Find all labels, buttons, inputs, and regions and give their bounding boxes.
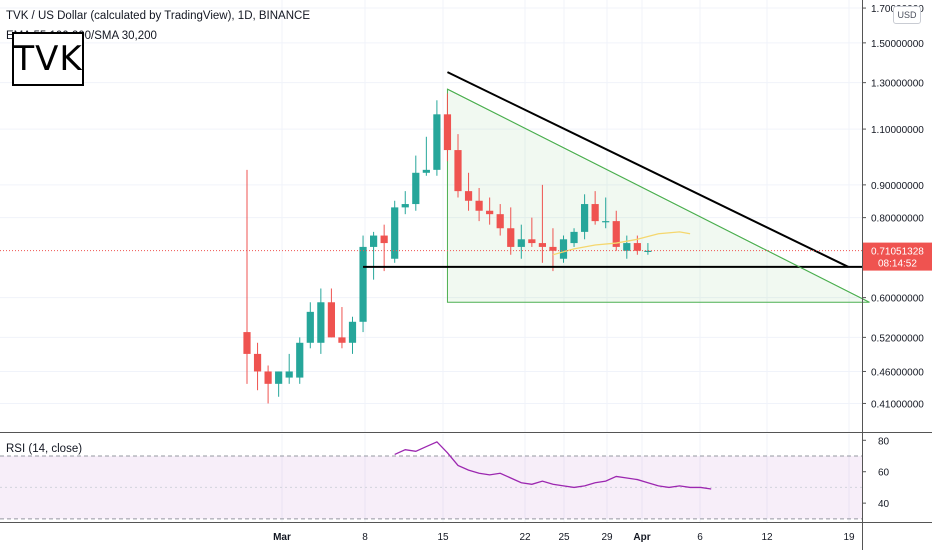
descending-trendline <box>447 71 849 268</box>
grid <box>0 0 862 522</box>
rsi-label[interactable]: RSI (14, close) <box>6 443 83 455</box>
candle-up <box>359 246 367 322</box>
price-tick-label: 0.60000000 <box>871 294 924 305</box>
candle-up <box>570 231 578 244</box>
candle-up <box>370 235 378 247</box>
candle-down <box>443 114 452 151</box>
price-tick-label: 0.52000000 <box>871 333 924 344</box>
candle-down <box>486 210 494 215</box>
chart-title: TVK / US Dollar (calculated by TradingVi… <box>6 10 311 22</box>
ema-overlay <box>552 231 691 256</box>
candle-down <box>264 371 272 384</box>
candle-up <box>317 302 325 343</box>
price-tick-label: 1.10000000 <box>871 125 924 136</box>
candle-up <box>401 204 409 208</box>
candle-down <box>327 302 335 338</box>
candle-up <box>275 371 283 384</box>
candle-down <box>243 332 251 354</box>
time-tick-label: 15 <box>437 532 449 543</box>
time-tick-label: 6 <box>697 532 703 543</box>
time-tick-label: 22 <box>519 532 531 543</box>
candle-up <box>412 172 420 205</box>
candle-up <box>348 321 357 343</box>
candle-up <box>559 239 568 259</box>
currency-button[interactable]: USD <box>893 6 921 24</box>
candle-down <box>475 200 483 211</box>
last-price-label: 0.71051328 <box>871 247 924 258</box>
candle-down <box>612 221 620 247</box>
time-tick-label: 29 <box>601 532 613 543</box>
candle-up <box>296 342 304 378</box>
candle-up <box>581 204 589 232</box>
rsi-tick-label: 40 <box>878 499 890 510</box>
candle-up <box>433 114 441 170</box>
trendline-drawings <box>363 71 870 303</box>
candle-up <box>623 243 631 251</box>
last-price-badge <box>863 242 932 271</box>
time-tick-label: Apr <box>633 532 650 543</box>
candle-down <box>538 243 546 247</box>
price-tick-label: 0.90000000 <box>871 181 924 192</box>
candle-down <box>633 243 641 251</box>
rsi-tick-label: 80 <box>878 436 890 447</box>
price-tick-label: 0.46000000 <box>871 367 924 378</box>
tvk-logo: TVK <box>12 32 84 86</box>
rsi-pane <box>0 432 932 520</box>
rsi-tick-label: 60 <box>878 468 890 479</box>
candle-down <box>591 204 599 222</box>
candle-up <box>391 207 399 259</box>
price-tick-label: 1.30000000 <box>871 79 924 90</box>
countdown-label: 08:14:52 <box>878 259 917 270</box>
candle-down <box>528 239 536 244</box>
candle-down <box>507 228 515 247</box>
candle-up <box>285 371 293 378</box>
candle-up <box>644 250 652 252</box>
time-tick-label: 8 <box>362 532 368 543</box>
green-hypotenuse <box>447 88 870 303</box>
time-tick-label: Mar <box>273 532 291 543</box>
candle-up <box>306 311 314 343</box>
candle-down <box>549 246 557 251</box>
rsi-line <box>394 441 712 490</box>
time-tick-label: 25 <box>558 532 570 543</box>
candle-down <box>464 191 473 201</box>
price-tick-label: 0.80000000 <box>871 214 924 225</box>
ema-line <box>552 231 691 256</box>
logo-text: TVK <box>13 39 83 79</box>
price-tick-label: 0.41000000 <box>871 399 924 410</box>
candle-down <box>380 235 388 244</box>
candle-down <box>454 150 462 192</box>
candle-down <box>496 214 504 229</box>
candle-down <box>253 353 262 372</box>
time-tick-label: 12 <box>761 532 773 543</box>
candle-down <box>338 337 346 343</box>
candle-up <box>602 221 610 223</box>
candle-up <box>422 169 430 173</box>
time-tick-label: 19 <box>843 532 855 543</box>
price-tick-label: 1.50000000 <box>871 39 924 50</box>
candle-up <box>517 239 525 247</box>
candles <box>243 93 652 404</box>
